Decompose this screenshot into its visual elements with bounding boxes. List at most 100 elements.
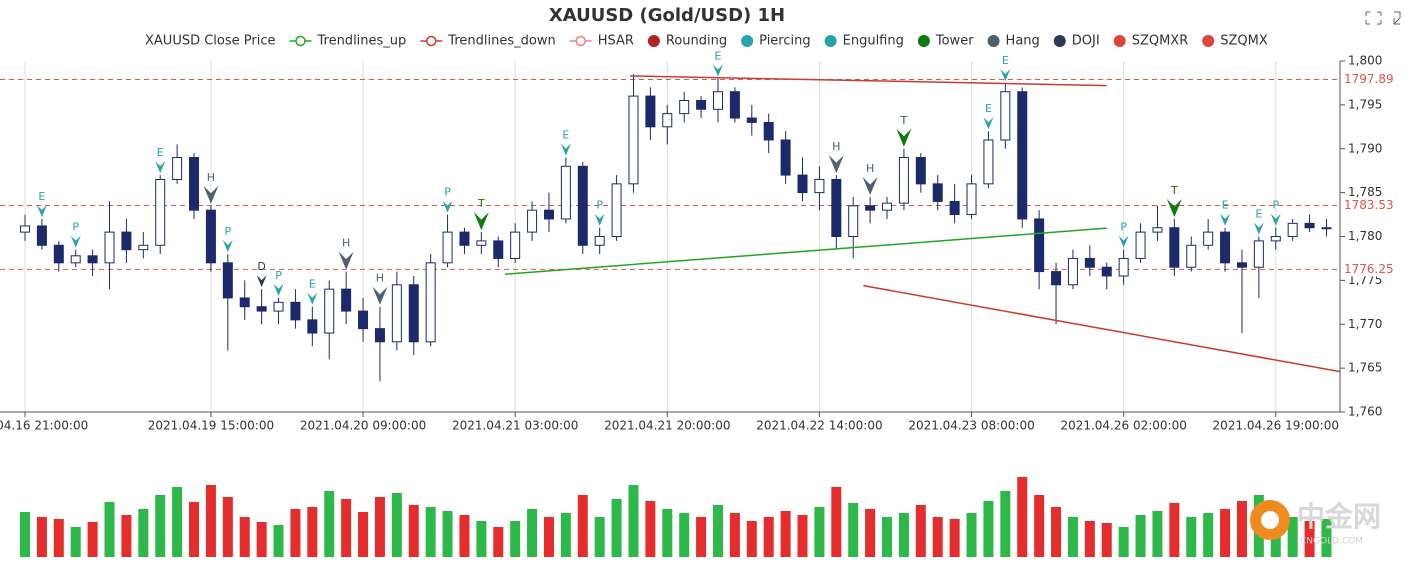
trendline [630, 75, 1107, 87]
y-tick-label: 1,780 [1348, 229, 1382, 243]
legend-item[interactable]: Engulfing [824, 34, 904, 49]
candle-body [966, 183, 977, 216]
candle-body [560, 165, 571, 220]
volume-bar [36, 517, 47, 557]
pattern-label: E [309, 278, 316, 291]
volume-bar [189, 502, 200, 557]
volume-bar [205, 485, 216, 557]
pattern-marker [338, 251, 354, 270]
trendline [504, 227, 1107, 275]
volume-bar [273, 525, 284, 557]
volume-bar [1304, 521, 1315, 557]
legend-label: SZQMX [1220, 34, 1268, 49]
candle-body [543, 209, 554, 220]
candle-body [1000, 91, 1011, 141]
pattern-marker [307, 292, 318, 305]
pattern-label: E [562, 129, 569, 142]
pattern-marker [983, 117, 994, 130]
legend-item[interactable]: XAUUSD Close Price [145, 34, 275, 49]
legend-item[interactable]: SZQMX [1202, 34, 1268, 49]
volume-bar [1101, 523, 1112, 557]
legend-symbol [987, 35, 1000, 47]
zoom-icon[interactable] [1365, 11, 1382, 25]
legend-item[interactable]: HSAR [569, 34, 634, 49]
volume-bar [341, 499, 352, 557]
pattern-label: P [225, 225, 232, 238]
legend-item[interactable]: Trendlines_down [420, 34, 556, 49]
pattern-marker [1166, 198, 1182, 217]
pattern-marker [256, 275, 267, 288]
volume-bar [543, 517, 554, 557]
volume-bar [476, 521, 487, 557]
legend-item[interactable]: Trendlines_up [289, 34, 406, 49]
toolbar[interactable] [1365, 11, 1401, 25]
candle-body [611, 183, 622, 238]
legend-label: Piercing [759, 34, 810, 49]
candle-body [273, 301, 284, 312]
legend-label: Tower [935, 34, 974, 49]
legend-symbol [917, 35, 930, 47]
pattern-marker [560, 143, 571, 156]
candle-body [1084, 257, 1095, 268]
volume-bar [358, 512, 369, 557]
candle-body [442, 231, 453, 264]
pattern-label: P [1272, 199, 1279, 212]
level-label-bg [1342, 72, 1402, 87]
legend-item[interactable]: Piercing [741, 34, 811, 49]
volume-bar [932, 517, 943, 557]
volume-bar [70, 527, 81, 557]
candle-body [898, 157, 909, 204]
legend-label: SZQMXR [1132, 34, 1189, 49]
candle-body [1304, 222, 1315, 229]
pattern-label: E [1002, 54, 1009, 67]
pattern-marker [594, 213, 605, 226]
legend-symbol [741, 35, 754, 47]
volume-bar [172, 487, 183, 557]
volume-bar [256, 522, 267, 557]
level-label-bg [1342, 198, 1402, 213]
pattern-marker [896, 128, 912, 147]
y-tick-label: 1,795 [1348, 97, 1382, 111]
volume-bar [577, 495, 588, 557]
legend-label: Trendlines_down [447, 34, 555, 49]
volume-bar [1034, 495, 1045, 557]
volume-bar [20, 512, 30, 557]
candle-body [53, 244, 64, 264]
volume-bar [87, 522, 98, 557]
x-tick-label: 2021.04.23 08:00:00 [908, 419, 1034, 433]
legend-item[interactable]: Rounding [647, 34, 727, 49]
legend-symbol [647, 35, 660, 47]
legend-item[interactable]: SZQMXR [1113, 34, 1189, 49]
candle-body [104, 231, 115, 264]
volume-bar [780, 511, 791, 557]
volume-bar [594, 517, 605, 557]
volume-bar [729, 513, 740, 557]
legend-symbol [824, 35, 837, 47]
volume-bar [1152, 511, 1163, 557]
legend-item[interactable]: DOJI [1053, 34, 1100, 49]
volume-bar [104, 502, 115, 557]
pattern-label: E [157, 146, 164, 159]
candle-body [662, 113, 673, 128]
x-tick-label: 2021.04.19 15:00:00 [148, 419, 274, 433]
volume-bar [746, 521, 757, 557]
legend-label: Trendlines_up [316, 34, 406, 49]
volume-bar [882, 517, 893, 557]
candle-body [746, 117, 757, 123]
logo-inner [1261, 511, 1279, 529]
pattern-marker [222, 240, 233, 253]
volume-bar [645, 501, 656, 557]
volume-bar [408, 505, 419, 557]
candle-body [594, 236, 605, 246]
volume-bar [1321, 519, 1332, 557]
x-tick-label: 2021.04.21 03:00:00 [452, 419, 578, 433]
restore-icon[interactable] [1393, 11, 1401, 25]
watermark-site: CNGOLD.COM [1300, 537, 1363, 547]
legend-symbol [1113, 35, 1126, 47]
pattern-marker [473, 212, 489, 231]
legend-item[interactable]: Hang [987, 34, 1040, 49]
legend-item[interactable]: Tower [917, 34, 974, 49]
volume-bar [510, 521, 521, 557]
legend-symbol [575, 35, 586, 47]
legend-symbol [426, 35, 437, 47]
